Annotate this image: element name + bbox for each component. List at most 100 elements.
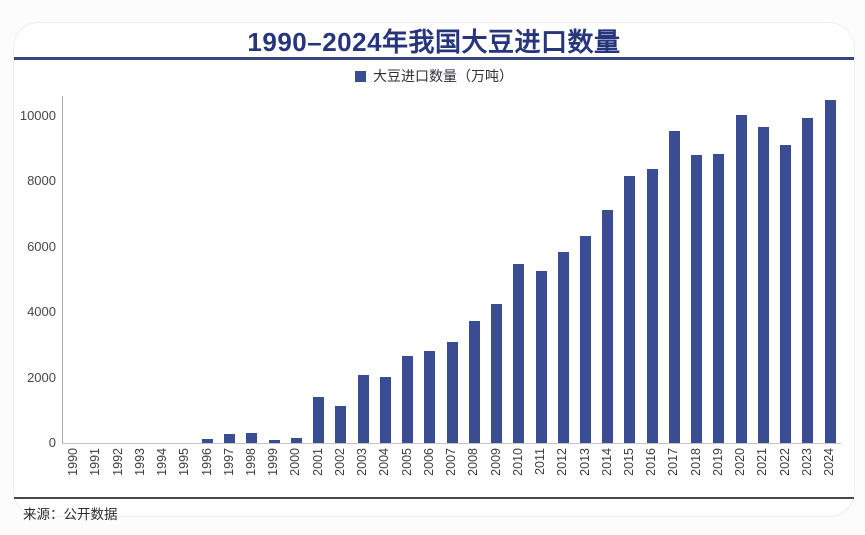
bar-column-2014 (597, 96, 619, 443)
bar-2016 (646, 169, 658, 443)
x-tick-2022: 2022 (777, 448, 792, 476)
legend-swatch-icon (355, 70, 366, 82)
x-tick-2020: 2020 (733, 448, 748, 476)
bar-column-1993 (130, 96, 152, 443)
bar-column-2010 (508, 96, 530, 443)
bar-2007 (446, 342, 458, 443)
bar-2021 (757, 127, 769, 443)
bar-column-1999 (263, 96, 285, 443)
bar-column-2018 (686, 96, 708, 443)
bar-2010 (513, 264, 525, 443)
chart-card: 1990–2024年我国大豆进口数量 大豆进口数量（万吨） 0 2000 4000 6… (13, 22, 855, 522)
bar-2013 (580, 236, 591, 443)
bar-1998 (246, 433, 258, 443)
bar-2011 (535, 271, 547, 443)
bar-column-2021 (752, 96, 774, 443)
x-tick-1999: 1999 (266, 448, 281, 476)
bar-2019 (713, 154, 725, 443)
bar-1996 (202, 439, 214, 443)
x-tick-2016: 2016 (644, 448, 659, 476)
x-tick-2003: 2003 (355, 448, 370, 476)
bar-column-2007 (441, 96, 463, 443)
bar-column-1994 (152, 96, 174, 443)
y-axis-ticks: 0 2000 4000 6000 8000 10000 (14, 96, 56, 450)
bar-column-2024 (819, 96, 841, 443)
x-tick-1990: 1990 (66, 448, 81, 476)
x-tick-1991: 1991 (88, 448, 103, 476)
x-tick-2010: 2010 (510, 448, 525, 476)
bar-column-2009 (485, 96, 507, 443)
x-tick-2005: 2005 (399, 448, 414, 476)
bar-2001 (313, 397, 325, 443)
source-note: 来源：公开数据 (23, 507, 118, 522)
x-tick-2011: 2011 (533, 448, 548, 475)
bar-2002 (335, 406, 347, 443)
bar-column-1997 (219, 96, 241, 443)
x-tick-2000: 2000 (288, 448, 303, 476)
bar-column-1991 (85, 96, 107, 443)
legend: 大豆进口数量（万吨） (14, 67, 854, 85)
bar-column-2022 (775, 96, 797, 443)
bar-2000 (290, 438, 302, 443)
bar-column-2001 (308, 96, 330, 443)
bar-column-2023 (797, 96, 819, 443)
y-tick-0: 0 (48, 435, 56, 450)
x-tick-1995: 1995 (177, 448, 192, 476)
bar-column-1996 (196, 96, 218, 443)
y-tick-10000: 10000 (19, 108, 56, 123)
bar-column-1998 (241, 96, 263, 443)
bar-2023 (802, 118, 814, 443)
plot-area (62, 96, 841, 444)
title-underline (14, 57, 854, 60)
bar-column-2016 (641, 96, 663, 443)
x-tick-2018: 2018 (688, 448, 703, 476)
bar-1999 (268, 440, 280, 443)
bar-2005 (402, 356, 414, 443)
bar-column-1992 (107, 96, 129, 443)
x-tick-1994: 1994 (155, 448, 170, 476)
x-tick-1992: 1992 (110, 448, 125, 476)
chart-title: 1990–2024年我国大豆进口数量 (247, 27, 621, 57)
bar-2020 (735, 115, 747, 443)
x-tick-2001: 2001 (310, 448, 325, 476)
y-tick-2000: 2000 (27, 369, 56, 385)
bar-column-2015 (619, 96, 641, 443)
bar-column-2002 (330, 96, 352, 443)
bar-column-1990 (63, 96, 85, 443)
bar-2008 (468, 321, 480, 443)
bar-column-2006 (419, 96, 441, 443)
bar-column-2019 (708, 96, 730, 443)
x-tick-2015: 2015 (621, 448, 636, 476)
bar-2017 (668, 131, 680, 443)
bar-2022 (780, 145, 792, 443)
bar-column-2005 (397, 96, 419, 443)
bar-column-2020 (730, 96, 752, 443)
bar-column-2011 (530, 96, 552, 443)
x-tick-2007: 2007 (444, 448, 459, 476)
x-tick-2017: 2017 (666, 448, 681, 476)
footer-divider (14, 497, 854, 499)
bar-2004 (379, 377, 391, 443)
x-tick-2014: 2014 (599, 448, 614, 476)
bar-2014 (602, 210, 614, 443)
bar-2024 (824, 100, 836, 443)
x-tick-2021: 2021 (755, 448, 770, 476)
x-axis-labels: 1990 1991 1992 1993 1994 1995 1996 1997 1998 1999… (62, 448, 840, 500)
x-tick-1998: 1998 (243, 448, 258, 476)
bar-2003 (357, 375, 369, 443)
bar-column-2017 (663, 96, 685, 443)
bar-column-2012 (552, 96, 574, 443)
y-tick-4000: 4000 (27, 304, 56, 320)
x-tick-2008: 2008 (466, 448, 481, 476)
x-tick-2024: 2024 (822, 448, 837, 476)
x-tick-2019: 2019 (710, 448, 725, 476)
bar-2012 (557, 252, 569, 443)
bar-2015 (624, 176, 636, 443)
bar-2009 (491, 304, 503, 443)
bar-column-2000 (285, 96, 307, 443)
y-tick-8000: 8000 (27, 173, 56, 189)
bar-1997 (224, 434, 236, 443)
x-tick-2006: 2006 (421, 448, 436, 476)
x-tick-2009: 2009 (488, 448, 503, 476)
y-tick-6000: 6000 (27, 238, 56, 254)
